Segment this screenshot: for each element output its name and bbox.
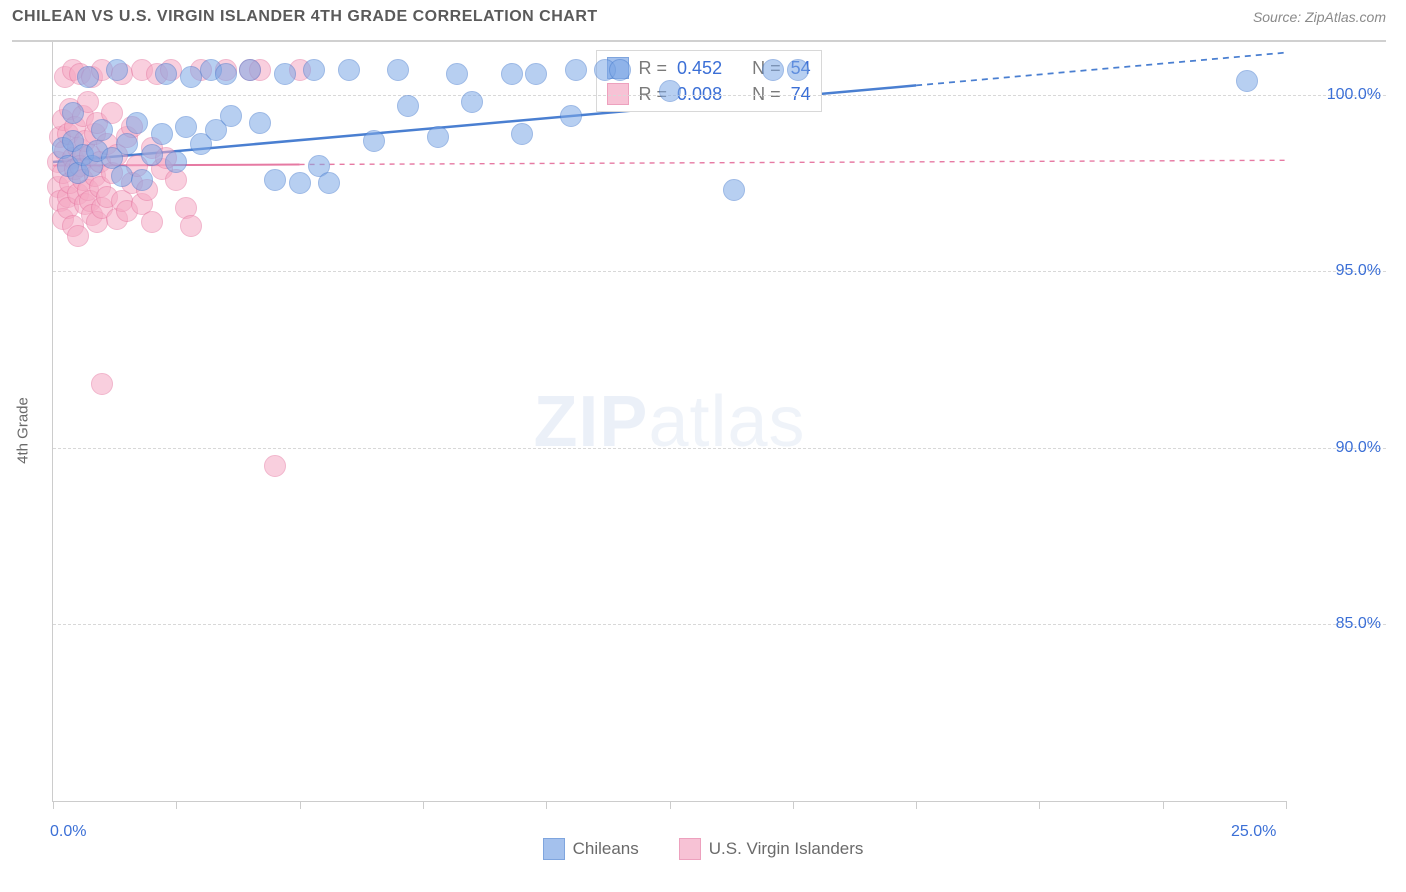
data-point xyxy=(220,105,242,127)
data-point xyxy=(609,59,631,81)
chart-title: CHILEAN VS U.S. VIRGIN ISLANDER 4TH GRAD… xyxy=(12,8,598,26)
data-point xyxy=(264,169,286,191)
data-point xyxy=(239,59,261,81)
data-point xyxy=(787,59,809,81)
data-point xyxy=(141,211,163,233)
trend-lines xyxy=(53,42,1286,801)
data-point xyxy=(363,130,385,152)
trend-line-dashed xyxy=(916,53,1286,86)
trend-line-dashed xyxy=(300,160,1286,164)
data-point xyxy=(501,63,523,85)
data-point xyxy=(338,59,360,81)
data-point xyxy=(91,373,113,395)
data-point xyxy=(264,455,286,477)
data-point xyxy=(62,102,84,124)
data-point xyxy=(446,63,468,85)
data-point xyxy=(723,179,745,201)
data-point xyxy=(427,126,449,148)
data-point xyxy=(762,59,784,81)
y-axis-label: 4th Grade xyxy=(15,397,32,464)
data-point xyxy=(91,119,113,141)
chart-container: 4th Grade ZIPatlas R =0.452N =54R =0.008… xyxy=(12,40,1386,802)
stats-box: R =0.452N =54R =0.008N =74 xyxy=(596,50,822,112)
gridline-h xyxy=(53,271,1386,272)
y-tick-label: 100.0% xyxy=(1327,86,1381,104)
data-point xyxy=(1236,70,1258,92)
data-point xyxy=(565,59,587,81)
legend-label: U.S. Virgin Islanders xyxy=(709,839,864,859)
y-tick-label: 95.0% xyxy=(1336,262,1381,280)
x-tick xyxy=(1286,801,1287,809)
gridline-h xyxy=(53,95,1386,96)
x-tick xyxy=(546,801,547,809)
data-point xyxy=(397,95,419,117)
legend-swatch xyxy=(543,838,565,860)
data-point xyxy=(560,105,582,127)
data-point xyxy=(126,112,148,134)
x-tick xyxy=(793,801,794,809)
data-point xyxy=(111,165,133,187)
data-point xyxy=(106,59,128,81)
data-point xyxy=(180,215,202,237)
x-tick xyxy=(53,801,54,809)
y-tick-label: 85.0% xyxy=(1336,615,1381,633)
y-tick-label: 90.0% xyxy=(1336,439,1381,457)
data-point xyxy=(387,59,409,81)
data-point xyxy=(180,66,202,88)
x-tick xyxy=(300,801,301,809)
data-point xyxy=(141,144,163,166)
legend: Chileans U.S. Virgin Islanders xyxy=(0,838,1406,860)
legend-swatch xyxy=(679,838,701,860)
data-point xyxy=(249,112,271,134)
legend-item: Chileans xyxy=(543,838,639,860)
data-point xyxy=(274,63,296,85)
data-point xyxy=(215,63,237,85)
x-tick xyxy=(423,801,424,809)
data-point xyxy=(165,151,187,173)
x-tick xyxy=(1039,801,1040,809)
data-point xyxy=(77,66,99,88)
x-tick xyxy=(670,801,671,809)
data-point xyxy=(525,63,547,85)
data-point xyxy=(659,80,681,102)
stat-r-label: R = xyxy=(639,58,668,79)
data-point xyxy=(303,59,325,81)
data-point xyxy=(511,123,533,145)
legend-label: Chileans xyxy=(573,839,639,859)
data-point xyxy=(116,133,138,155)
gridline-h xyxy=(53,448,1386,449)
x-tick xyxy=(916,801,917,809)
data-point xyxy=(318,172,340,194)
plot-area: 4th Grade ZIPatlas R =0.452N =54R =0.008… xyxy=(52,42,1286,802)
source-attribution: Source: ZipAtlas.com xyxy=(1253,9,1386,25)
legend-item: U.S. Virgin Islanders xyxy=(679,838,864,860)
data-point xyxy=(131,169,153,191)
data-point xyxy=(151,123,173,145)
gridline-h xyxy=(53,624,1386,625)
data-point xyxy=(461,91,483,113)
stat-r-value: 0.452 xyxy=(677,58,722,79)
x-tick xyxy=(1163,801,1164,809)
data-point xyxy=(155,63,177,85)
x-tick xyxy=(176,801,177,809)
data-point xyxy=(67,225,89,247)
data-point xyxy=(289,172,311,194)
